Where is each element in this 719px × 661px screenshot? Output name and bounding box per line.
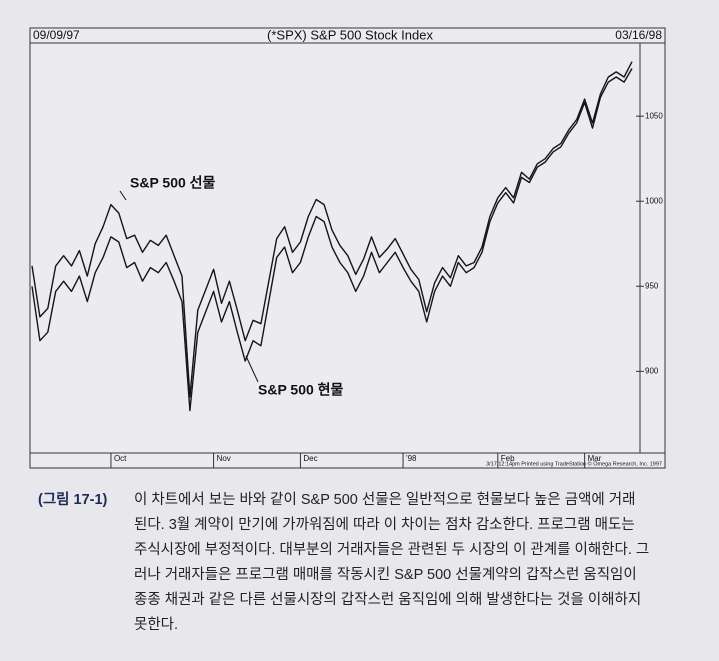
caption-line: 못한다. bbox=[134, 617, 179, 633]
header-right: 03/16/98 bbox=[615, 28, 662, 42]
y-tick-label: 900 bbox=[645, 366, 659, 375]
footnote: 3/17 12:14pm Printed using TradeStation … bbox=[486, 460, 662, 467]
series-label: S&P 500 현물 bbox=[258, 382, 344, 398]
header-left: 09/09/97 bbox=[33, 28, 80, 42]
x-tick-label: Dec bbox=[303, 454, 317, 463]
series-line bbox=[31, 68, 633, 412]
caption: (그림 17-1) 이 차트에서 보는 바와 같이 S&P 500 선물은 일반… bbox=[38, 488, 698, 638]
chart-title: (*SPX) S&P 500 Stock Index bbox=[267, 27, 433, 42]
series-line bbox=[31, 61, 633, 398]
x-tick-label: Nov bbox=[217, 454, 231, 463]
caption-line: 이 차트에서 보는 바와 같이 S&P 500 선물은 일반적으로 현물보다 높… bbox=[134, 492, 636, 508]
x-tick-label: Mar bbox=[588, 454, 602, 463]
y-tick-label: 1050 bbox=[645, 111, 663, 120]
annotation-leader bbox=[119, 190, 127, 201]
x-tick-label: Oct bbox=[114, 454, 127, 463]
series-label: S&P 500 선물 bbox=[130, 175, 216, 191]
annotation-leader bbox=[245, 355, 259, 383]
caption-body: 이 차트에서 보는 바와 같이 S&P 500 선물은 일반적으로 현물보다 높… bbox=[134, 488, 698, 638]
caption-line: 주식시장에 부정적이다. 대부분의 거래자들은 관련된 두 시장의 이 관계를 … bbox=[134, 542, 650, 558]
y-tick-label: 950 bbox=[645, 281, 659, 290]
chart-frame bbox=[29, 27, 666, 469]
caption-line: 된다. 3월 계약이 만기에 가까워짐에 따라 이 차이는 점차 감소한다. 프… bbox=[134, 517, 635, 533]
x-tick-label: '98 bbox=[406, 454, 417, 463]
caption-line: 러나 거래자들은 프로그램 매매를 작동시킨 S&P 500 선물계약의 갑작스… bbox=[134, 567, 637, 583]
caption-line: 종종 채권과 같은 다른 선물시장의 갑작스런 움직임에 의해 발생한다는 것을… bbox=[134, 592, 642, 608]
y-tick-label: 1000 bbox=[645, 196, 663, 205]
x-tick-label: Feb bbox=[501, 454, 515, 463]
caption-label: (그림 17-1) bbox=[38, 492, 108, 508]
chart: 09/09/97 (*SPX) S&P 500 Stock Index 03/1… bbox=[29, 27, 666, 469]
